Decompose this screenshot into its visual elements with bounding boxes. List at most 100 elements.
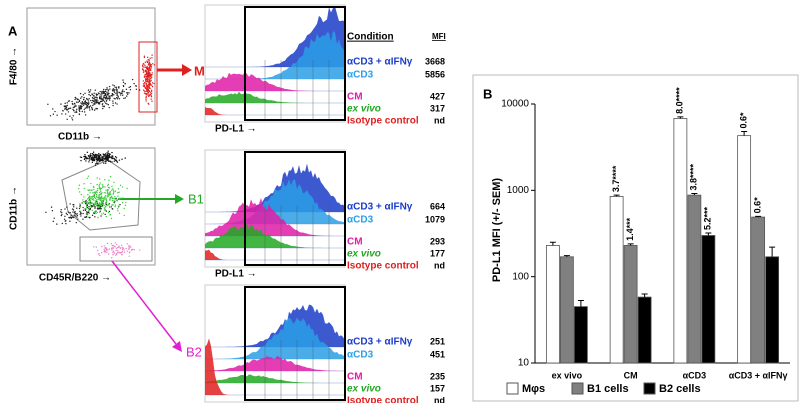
- condition-label: αCD3 + αIFNγ: [347, 57, 413, 68]
- cell-dot: [93, 92, 95, 94]
- cell-dot: [78, 107, 80, 110]
- cell-dot: [107, 152, 110, 154]
- cell-dot: [85, 103, 87, 105]
- cell-dot: [93, 203, 96, 206]
- legend-swatch: [643, 382, 656, 395]
- x-tick-label: CM: [624, 370, 638, 380]
- cell-dot: [104, 251, 106, 253]
- cell-dot: [66, 118, 68, 120]
- cell-dot: [91, 157, 94, 159]
- histogram: [205, 106, 345, 115]
- cell-dot: [114, 102, 117, 104]
- bar: [545, 245, 560, 364]
- cell-dot: [122, 85, 125, 88]
- cell-dot: [99, 203, 101, 206]
- cell-dot: [92, 104, 94, 107]
- cell-dot: [67, 100, 70, 102]
- cell-dot: [133, 82, 135, 85]
- cell-dot: [99, 90, 101, 93]
- cell-dot: [109, 197, 111, 200]
- cell-dot: [73, 110, 75, 112]
- cell-dot: [99, 211, 101, 214]
- cell-dot: [101, 103, 104, 106]
- cell-dot: [126, 93, 129, 95]
- cell-dot: [89, 208, 92, 210]
- cell-dot: [104, 208, 106, 210]
- cell-dot: [121, 202, 124, 204]
- cell-dot: [85, 160, 87, 162]
- significance-label: 3.7****: [611, 165, 621, 192]
- cell-dot: [106, 87, 108, 89]
- cell-dot: [105, 210, 108, 212]
- cell-dot: [106, 92, 108, 94]
- cell-dot: [144, 74, 146, 76]
- cell-dot: [84, 216, 86, 218]
- x-axis-label: PD-L1 →: [215, 124, 257, 135]
- cell-dot: [113, 252, 116, 254]
- condition-label: αCD3 + αIFNγ: [347, 202, 413, 213]
- cell-dot: [84, 201, 86, 203]
- cell-dot: [90, 204, 92, 207]
- cell-dot: [85, 202, 87, 204]
- cell-dot: [95, 193, 97, 196]
- cell-dot: [113, 97, 115, 100]
- cell-dot: [145, 81, 147, 83]
- cell-dot: [114, 205, 116, 208]
- cell-dot: [96, 177, 98, 179]
- cell-dot: [91, 96, 94, 99]
- significance-label: 0.6*: [739, 112, 749, 129]
- cell-dot: [45, 211, 47, 213]
- cell-dot: [121, 244, 123, 247]
- cell-dot: [121, 90, 123, 92]
- cell-dot: [99, 158, 101, 160]
- condition-label: Isotype control: [347, 261, 419, 272]
- cell-dot: [128, 248, 130, 251]
- cell-dot: [91, 94, 94, 96]
- cell-dot: [98, 208, 100, 210]
- cell-dot: [120, 92, 122, 95]
- cell-dot: [107, 183, 110, 186]
- cell-dot: [149, 57, 151, 59]
- cell-dot: [85, 200, 87, 202]
- condition-label: Isotype control: [347, 396, 419, 403]
- cell-dot: [88, 200, 91, 202]
- cell-dot: [98, 196, 100, 198]
- cell-dot: [120, 251, 122, 254]
- cell-dot: [109, 99, 111, 101]
- cell-dot: [79, 205, 81, 208]
- cell-dot: [107, 156, 110, 159]
- cell-dot: [93, 211, 95, 214]
- cell-dot: [152, 63, 154, 65]
- cell-dot: [95, 107, 97, 110]
- cell-dot: [106, 196, 109, 198]
- cell-dot: [101, 184, 104, 186]
- cell-dot: [89, 203, 91, 205]
- cell-dot: [103, 88, 105, 91]
- mfi-value: 1079: [425, 214, 445, 224]
- gate-label: B1: [188, 191, 204, 206]
- cell-dot: [147, 61, 149, 63]
- cell-dot: [126, 250, 129, 252]
- cell-dot: [88, 93, 90, 96]
- cell-dot: [91, 196, 94, 198]
- cell-dot: [146, 56, 149, 59]
- cell-dot: [93, 155, 95, 157]
- cell-dot: [147, 85, 150, 88]
- cell-dot: [79, 203, 81, 205]
- cell-dot: [139, 249, 141, 251]
- cell-dot: [64, 113, 67, 115]
- cell-dot: [123, 207, 125, 210]
- arrow-head: [175, 194, 184, 204]
- cell-dot: [105, 162, 107, 164]
- cell-dot: [93, 188, 95, 191]
- cell-dot: [112, 247, 115, 249]
- cell-dot: [88, 212, 90, 215]
- cell-dot: [94, 216, 96, 218]
- mfi-value: 451: [430, 349, 445, 359]
- cell-dot: [74, 210, 76, 213]
- cell-dot: [91, 202, 93, 204]
- cell-dot: [116, 93, 119, 95]
- cell-dot: [92, 151, 95, 153]
- cell-dot: [95, 205, 97, 207]
- cell-dot: [74, 98, 76, 101]
